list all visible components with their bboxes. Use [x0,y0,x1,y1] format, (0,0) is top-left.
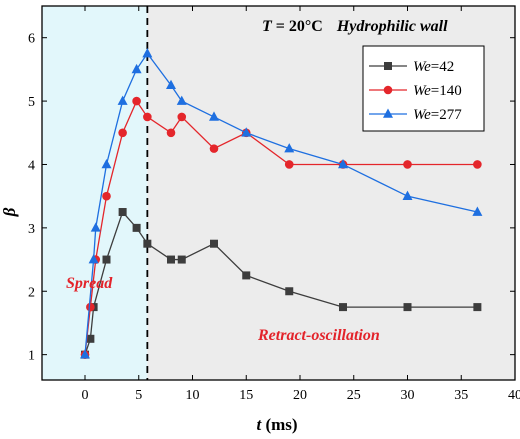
y-axis-title: β [0,207,19,217]
legend-label: We=140 [413,83,462,99]
data-point [177,112,187,122]
data-point [86,334,95,343]
data-point [338,158,348,169]
data-point [241,127,252,137]
data-point [143,112,152,122]
data-point [102,255,111,264]
x-tick-label: 25 [347,388,361,403]
data-point [166,79,176,90]
data-point [132,223,141,232]
data-point [90,222,101,232]
legend-marker [384,62,392,70]
x-tick-label: 5 [135,388,142,403]
data-point [88,254,99,264]
data-point [473,303,482,312]
x-axis-title: t (ms) [256,415,297,434]
data-point [210,239,218,248]
data-point [118,128,127,138]
title-condition: = 20°C [272,18,323,35]
legend-box [362,45,485,132]
y-tick-label: 4 [28,158,35,173]
x-axis-variable: t [256,415,262,434]
series-2 [80,48,483,359]
data-point [80,349,90,359]
data-point [167,255,175,264]
x-tick-label: 35 [454,388,468,403]
y-tick-label: 6 [28,32,35,47]
data-point [402,190,413,200]
data-point [284,160,294,169]
data-point [403,160,412,169]
chart-title: T = 20°C Hydrophilic wall [262,18,448,35]
data-point [132,96,141,106]
data-point [284,143,295,153]
region-0 [42,6,148,380]
data-point [86,302,95,312]
data-point [176,95,187,105]
data-point [209,111,219,121]
x-tick-label: 20 [293,388,307,403]
y-tick-label: 2 [28,285,35,300]
data-point [472,206,483,216]
x-axis-unit: (ms) [261,415,297,434]
data-point [403,303,412,312]
plot-frame [41,5,516,381]
title-wall: Hydrophilic wall [336,18,448,35]
legend: We=42 We=140 We=277 [362,45,485,132]
region-label-retract-oscillation: Retract-oscillation [257,327,380,344]
data-point [143,239,152,248]
data-point [101,158,112,169]
data-point [131,63,142,74]
legend-entry-0: We=42 [369,59,454,75]
data-point [242,271,251,280]
legend-marker [383,85,393,95]
data-point [118,208,127,217]
title-variable: T [262,18,273,35]
legend-entry-2: We=277 [369,107,462,123]
data-point [102,191,111,201]
y-tick-label: 1 [28,349,35,364]
x-tick-label: 40 [508,388,520,403]
x-tick-label: 30 [401,388,415,403]
data-point [285,287,294,296]
series-layer [80,48,483,359]
region-label-spread: Spread [66,275,113,292]
legend-entry-1: We=140 [369,83,462,99]
data-point [209,144,219,153]
x-tick-label: 15 [239,388,253,403]
data-point [339,303,347,312]
x-tick-label: 10 [186,388,200,403]
y-tick-label: 5 [28,95,35,110]
y-tick-label: 3 [28,222,35,237]
axis-ticks: 0 5 10 15 20 25 30 35 40 1 2 3 4 5 6 [28,6,520,403]
data-point [117,95,128,105]
x-tick-label: 0 [82,388,89,403]
data-point [142,48,153,58]
data-point [177,255,186,264]
data-point [166,128,176,138]
legend-label: We=277 [413,107,462,123]
data-point [473,160,482,169]
legend-label: We=42 [413,59,454,75]
legend-marker [383,108,393,118]
